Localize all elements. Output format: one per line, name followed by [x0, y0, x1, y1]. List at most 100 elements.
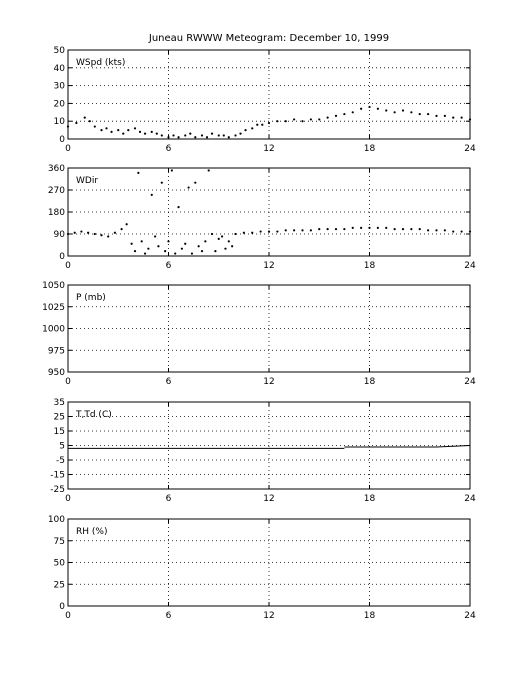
data-point	[184, 242, 187, 245]
x-tick-label: 0	[65, 494, 71, 504]
panel-label: P (mb)	[76, 293, 106, 303]
panel-2: 0 6 12 18 24 950 975 1000 1025 1050 P (mb)	[42, 281, 476, 387]
data-point	[418, 112, 421, 116]
data-point	[122, 132, 125, 135]
panel-1: 0 6 12 18 24 0 90 180 270 360 WDir	[48, 164, 476, 271]
y-tick-label: 10	[54, 117, 66, 127]
data-point	[435, 114, 438, 117]
x-tick-label: 24	[464, 377, 476, 387]
data-point	[66, 232, 70, 236]
data-point	[167, 136, 170, 139]
x-tick-label: 0	[65, 261, 71, 271]
y-tick-label: 50	[54, 46, 66, 56]
data-point	[93, 125, 96, 128]
data-point	[172, 134, 175, 137]
data-point	[259, 230, 262, 233]
data-point	[368, 226, 371, 229]
x-tick-label: 24	[464, 261, 476, 271]
data-point	[80, 230, 83, 233]
data-point	[105, 127, 108, 130]
data-point	[393, 111, 396, 114]
data-point	[227, 136, 230, 139]
data-point	[143, 132, 147, 135]
x-tick-label: 6	[166, 144, 172, 154]
data-point	[318, 228, 321, 231]
data-point	[334, 114, 338, 117]
data-point	[234, 134, 237, 137]
y-tick-label: 5	[59, 442, 65, 452]
panel-0: 0 6 12 18 24 0 10 20 30 40 50 WSpd (kts)	[54, 46, 476, 154]
data-point	[435, 229, 438, 232]
data-point	[318, 118, 321, 121]
data-point	[73, 231, 76, 234]
y-tick-label: 25	[54, 580, 65, 590]
data-point	[376, 226, 379, 229]
data-point	[276, 120, 279, 123]
data-point	[326, 228, 329, 231]
data-point	[309, 118, 312, 121]
data-point	[100, 234, 103, 237]
data-point	[113, 231, 116, 234]
data-point	[239, 132, 242, 135]
data-point	[217, 134, 220, 137]
data-point	[284, 120, 287, 123]
data-point	[376, 107, 379, 110]
y-tick-label: 0	[59, 602, 65, 612]
data-point	[410, 228, 413, 231]
data-point	[468, 230, 472, 233]
data-point	[75, 121, 78, 125]
data-point	[147, 247, 150, 250]
x-tick-label: 12	[263, 611, 274, 621]
panel-label: RH (%)	[76, 527, 107, 537]
data-point	[143, 252, 147, 255]
data-point	[155, 132, 158, 135]
x-tick-label: 18	[364, 261, 376, 271]
y-tick-label: 180	[48, 208, 65, 218]
data-point	[150, 130, 153, 133]
data-point	[194, 181, 197, 184]
y-tick-label: 25	[54, 413, 65, 423]
data-point	[138, 130, 142, 133]
y-tick-label: 0	[59, 252, 65, 262]
data-point	[301, 229, 304, 232]
data-point	[154, 235, 157, 238]
y-tick-label: 100	[48, 515, 65, 525]
y-tick-label: 50	[54, 559, 66, 569]
y-tick-label: 30	[54, 82, 66, 92]
series-line	[344, 445, 471, 448]
data-point	[276, 230, 279, 233]
data-point	[460, 230, 463, 233]
data-point	[214, 250, 217, 253]
data-point	[66, 125, 70, 128]
data-point	[231, 245, 234, 248]
data-point	[83, 116, 86, 119]
data-point	[401, 228, 405, 231]
data-point	[343, 112, 346, 116]
data-point	[224, 247, 227, 250]
data-point	[160, 134, 163, 137]
data-point	[187, 186, 190, 189]
data-point	[217, 237, 220, 240]
data-point	[251, 127, 254, 130]
x-tick-label: 6	[166, 611, 172, 621]
x-tick-label: 18	[364, 494, 376, 504]
panel-label: WDir	[76, 176, 98, 186]
x-tick-label: 24	[464, 494, 476, 504]
data-point	[200, 250, 204, 253]
panel-label: WSpd (kts)	[76, 58, 125, 68]
data-point	[468, 118, 472, 121]
y-tick-label: -15	[50, 471, 65, 481]
x-tick-label: 0	[65, 611, 71, 621]
data-point	[180, 247, 183, 250]
data-point	[443, 114, 446, 117]
data-point	[410, 111, 413, 114]
data-point	[267, 230, 271, 233]
y-tick-label: 270	[48, 186, 65, 196]
panel-3: 0 6 12 18 24 -25 -15 -5 5 15 25 35 T,Td (C)	[50, 398, 476, 504]
x-tick-label: 6	[166, 494, 172, 504]
data-point	[326, 116, 329, 119]
data-point	[189, 132, 192, 135]
data-point	[284, 229, 287, 232]
y-tick-label: 75	[54, 537, 65, 547]
data-point	[368, 105, 371, 109]
